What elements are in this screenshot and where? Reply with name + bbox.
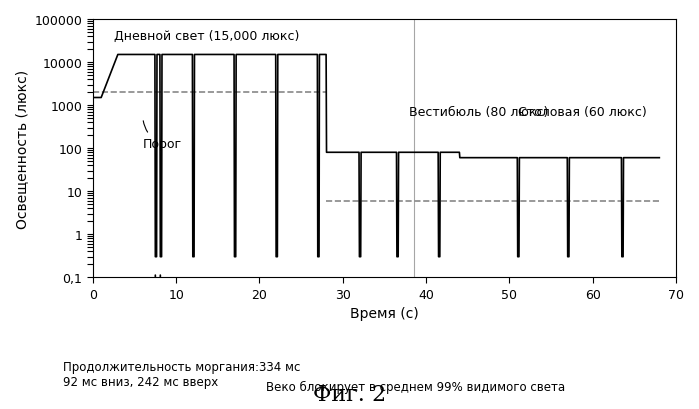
Text: Продолжительность моргания:334 мс
92 мс вниз, 242 мс вверх: Продолжительность моргания:334 мс 92 мс … [63,360,301,388]
Text: Вестибюль (80 люкс): Вестибюль (80 люкс) [410,106,549,119]
Text: Фиг. 2: Фиг. 2 [313,383,386,405]
Y-axis label: Освещенность (люкс): Освещенность (люкс) [15,70,29,228]
Text: Порог: Порог [143,121,182,151]
X-axis label: Время (с): Время (с) [350,306,419,320]
Text: Дневной свет (15,000 люкс): Дневной свет (15,000 люкс) [114,29,299,43]
Text: Веко блокирует в среднем 99% видимого света: Веко блокирует в среднем 99% видимого св… [266,380,565,393]
Text: Столовая (60 люкс): Столовая (60 люкс) [518,106,647,119]
